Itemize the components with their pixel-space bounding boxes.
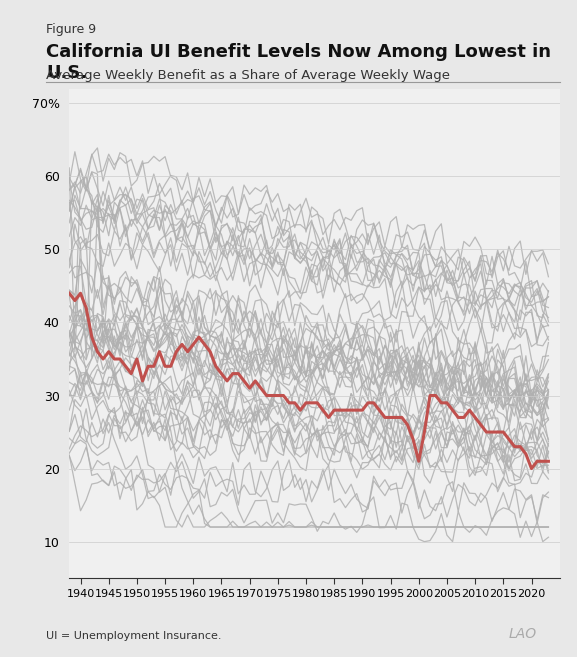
- Text: UI = Unemployment Insurance.: UI = Unemployment Insurance.: [46, 631, 222, 641]
- Text: California UI Benefit Levels Now Among Lowest in U.S.: California UI Benefit Levels Now Among L…: [46, 43, 551, 81]
- Text: Average Weekly Benefit as a Share of Average Weekly Wage: Average Weekly Benefit as a Share of Ave…: [46, 69, 450, 82]
- Text: Figure 9: Figure 9: [46, 23, 96, 36]
- Text: LAO: LAO: [508, 627, 537, 641]
